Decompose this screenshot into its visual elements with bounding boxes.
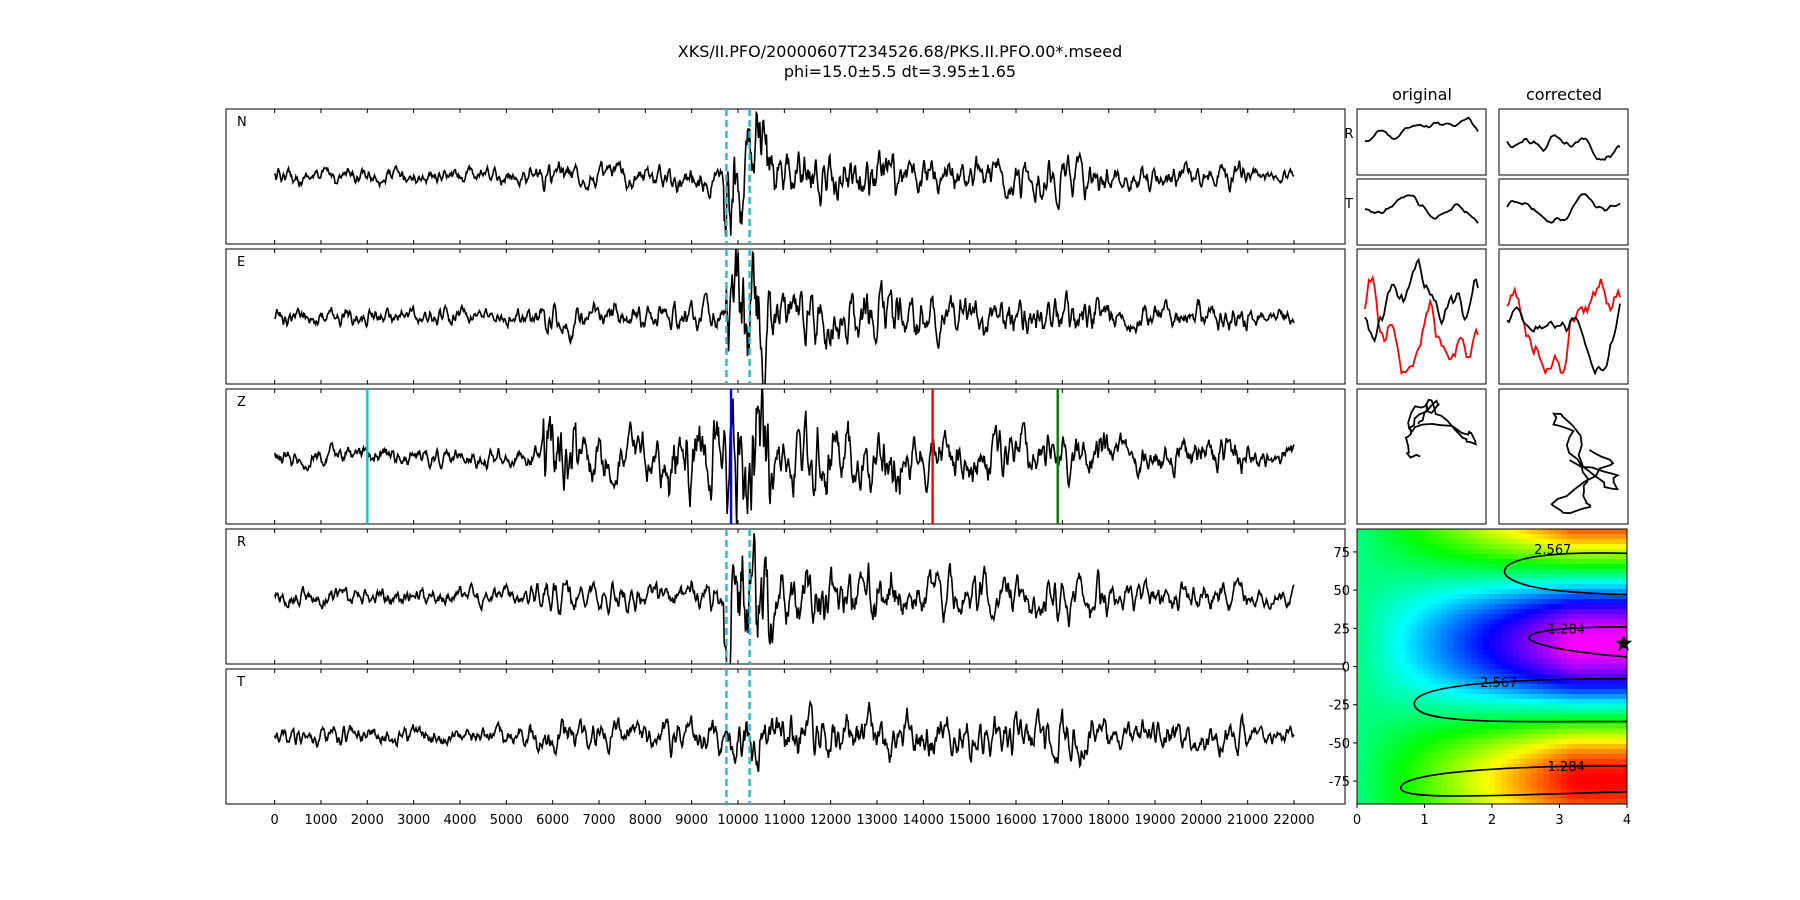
- seismogram-trace-E: [273, 249, 1295, 384]
- y-tick-label: 50: [1333, 584, 1350, 599]
- trace-panel-T: T: [225, 668, 1346, 805]
- component-waveform: [1506, 134, 1621, 161]
- contour-line: [1528, 625, 1627, 658]
- x-tick-label: 22000: [1273, 813, 1314, 828]
- x-tick-label: 15000: [949, 813, 990, 828]
- contour-label: 1.284: [1548, 760, 1585, 775]
- x-tick-label: 9000: [675, 813, 708, 828]
- small-panel-original-2: [1356, 248, 1487, 385]
- x-tick-label: 0: [1353, 813, 1361, 828]
- x-tick-label: 6000: [536, 813, 569, 828]
- trace-panel-N: N: [225, 108, 1346, 245]
- x-tick-label: 13000: [856, 813, 897, 828]
- contour-line: [1503, 552, 1627, 596]
- trace-panel-label: E: [237, 255, 245, 270]
- small-panel-frame: [1356, 388, 1487, 525]
- component-waveform: [1364, 194, 1479, 224]
- x-tick-label: 1000: [304, 813, 337, 828]
- x-tick-label: 16000: [995, 813, 1036, 828]
- x-tick-label: 20000: [1181, 813, 1222, 828]
- contour-line: [1413, 677, 1627, 723]
- small-panel-frame: [1498, 388, 1629, 525]
- trace-panel-frame: [225, 388, 1346, 525]
- small-panel-original-1: [1356, 178, 1487, 246]
- y-tick-label: 0: [1342, 661, 1350, 676]
- x-tick-label: 11000: [764, 813, 805, 828]
- trace-panel-E: E: [225, 248, 1346, 385]
- overlay-waveform: [1364, 274, 1479, 376]
- contour-label: 2.567: [1534, 543, 1571, 558]
- overlay-waveform: [1364, 257, 1479, 344]
- x-tick-label: 5000: [490, 813, 523, 828]
- particle-motion: [1404, 398, 1477, 459]
- x-tick-label: 3: [1555, 813, 1563, 828]
- component-waveform: [1364, 116, 1479, 143]
- y-tick-label: 75: [1333, 546, 1350, 561]
- x-tick-label: 2000: [351, 813, 384, 828]
- small-panel-original-0: [1356, 108, 1487, 176]
- x-tick-label: 18000: [1088, 813, 1129, 828]
- x-tick-label: 1: [1420, 813, 1428, 828]
- x-tick-label: 10000: [717, 813, 758, 828]
- x-tick-label: 3000: [397, 813, 430, 828]
- column-title-original: original: [1392, 85, 1452, 104]
- x-tick-label: 12000: [810, 813, 851, 828]
- overlay-waveform: [1506, 303, 1621, 376]
- x-tick-label: 4000: [443, 813, 476, 828]
- seismogram-trace-Z: [273, 389, 1295, 524]
- overlay-waveform: [1506, 278, 1621, 376]
- row-label-T: T: [1344, 197, 1353, 212]
- trace-panel-frame: [225, 668, 1346, 805]
- x-tick-label: 7000: [582, 813, 615, 828]
- chart-subtitle: phi=15.0±5.5 dt=3.95±1.65: [783, 62, 1017, 81]
- small-panel-corrected-0: [1498, 108, 1629, 176]
- contour-label: 2.567: [1480, 676, 1517, 691]
- seismogram-trace-T: [273, 699, 1295, 772]
- x-tick-label: 0: [271, 813, 279, 828]
- small-panel-corrected-2: [1498, 248, 1629, 385]
- chart-title: XKS/II.PFO/20000607T234526.68/PKS.II.PFO…: [677, 42, 1123, 61]
- contour-label: 1.284: [1548, 622, 1585, 637]
- x-tick-label: 4: [1623, 813, 1631, 828]
- heatmap-cells: [1357, 529, 1627, 804]
- x-tick-label: 14000: [903, 813, 944, 828]
- trace-panel-Z: Z: [225, 388, 1346, 525]
- y-tick-label: 25: [1333, 622, 1350, 637]
- small-panel-corrected-3: [1498, 388, 1629, 525]
- component-waveform: [1506, 193, 1621, 224]
- seismogram-trace-R: [273, 533, 1295, 664]
- small-panel-frame: [1498, 178, 1629, 246]
- small-panel-frame: [1498, 248, 1629, 385]
- y-tick-label: -25: [1329, 699, 1350, 714]
- small-panel-corrected-1: [1498, 178, 1629, 246]
- trace-panel-label: N: [237, 115, 247, 130]
- error-surface: 2.567 1.284 2.567 1.284: [1353, 528, 1633, 808]
- contour-line: [1400, 765, 1627, 797]
- column-title-corrected: corrected: [1525, 85, 1603, 104]
- x-tick-label: 21000: [1227, 813, 1268, 828]
- y-tick-label: -50: [1329, 737, 1350, 752]
- trace-panel-label: Z: [237, 395, 246, 410]
- x-tick-label: 19000: [1134, 813, 1175, 828]
- trace-panel-label: T: [236, 675, 245, 690]
- trace-panel-label: R: [237, 535, 246, 550]
- x-tick-label: 2: [1488, 813, 1496, 828]
- seismogram-trace-N: [273, 110, 1295, 237]
- row-label-R: R: [1344, 127, 1353, 142]
- y-tick-label: -75: [1329, 775, 1350, 790]
- x-tick-label: 17000: [1042, 813, 1083, 828]
- x-tick-label: 8000: [629, 813, 662, 828]
- trace-panel-R: R: [225, 528, 1346, 665]
- best-fit-star: [1615, 634, 1633, 651]
- particle-motion: [1550, 412, 1620, 515]
- small-panel-original-3: [1356, 388, 1487, 525]
